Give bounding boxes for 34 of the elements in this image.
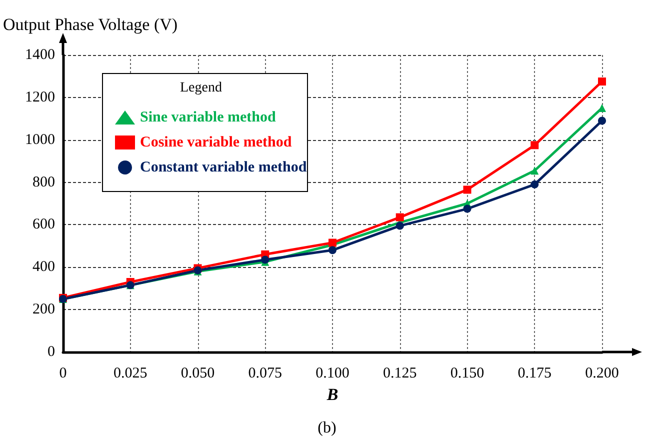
x-tick-label: 0 <box>59 366 67 382</box>
x-tick-label: 0.075 <box>248 366 282 382</box>
legend-label: Sine variable method <box>140 110 276 126</box>
point <box>328 246 336 254</box>
y-tick-label: 1400 <box>25 47 55 63</box>
x-tick-label: 0.100 <box>316 366 350 382</box>
point <box>530 180 539 188</box>
y-tick-label: 0 <box>48 344 55 360</box>
point <box>463 204 472 213</box>
x-axis-title: B <box>326 385 338 404</box>
legend-label: Cosine variable method <box>140 134 292 150</box>
x-tick-label: 0.125 <box>383 366 417 382</box>
y-tick-label: 600 <box>32 216 55 233</box>
y-tick-label: 800 <box>32 174 55 190</box>
point <box>396 213 404 222</box>
point <box>530 166 539 175</box>
y-tick-label: 400 <box>32 259 55 276</box>
x-tick-label: 0.050 <box>180 366 215 382</box>
x-tick-label: 0.150 <box>450 366 484 382</box>
point <box>530 141 539 150</box>
y-tick-label: 200 <box>32 302 55 318</box>
x-tick-label: 0.175 <box>518 366 552 382</box>
y-tick-label: 1000 <box>25 132 55 148</box>
point <box>463 186 472 194</box>
y-tick-label: 1200 <box>25 89 55 106</box>
text: (b) <box>318 420 336 436</box>
point <box>598 116 606 125</box>
point <box>598 78 606 86</box>
legend-title: Legend <box>180 80 222 96</box>
y-axis-title: Output Phase Voltage (V) <box>3 15 178 34</box>
x-tick-label: 0.200 <box>585 366 619 382</box>
legend-label: Constant variable method <box>140 160 308 176</box>
point <box>396 222 404 230</box>
x-tick-label: 0.025 <box>114 366 148 382</box>
